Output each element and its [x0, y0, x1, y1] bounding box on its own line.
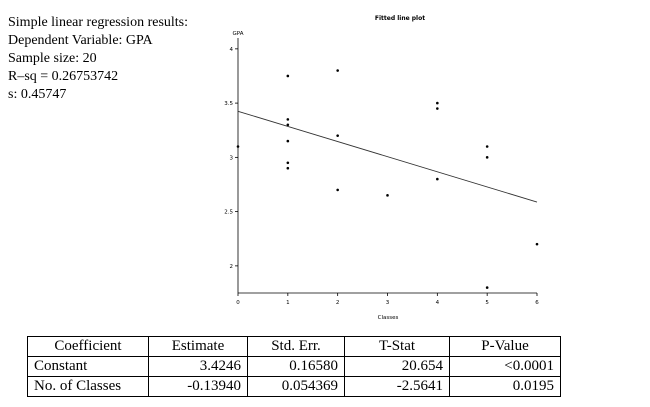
x-tick-label: 1 [286, 300, 290, 306]
summary-dependent-variable: Dependent Variable: GPA [8, 33, 153, 48]
summary-r-squared: R–sq = 0.26753742 [8, 69, 119, 84]
chart-title: Fitted line plot [375, 15, 425, 22]
cell-t-stat: -2.5641 [344, 376, 450, 397]
data-point [485, 156, 489, 159]
y-tick-label: 4 [230, 47, 234, 53]
cell-std-err: 0.054369 [247, 376, 345, 397]
table-header-row: Coefficient Estimate Std. Err. T-Stat P-… [27, 336, 561, 357]
data-point [286, 166, 290, 170]
x-tick-label: 5 [485, 300, 489, 306]
header-t-stat: T-Stat [344, 336, 450, 357]
summary-title: Simple linear regression results: [8, 15, 189, 30]
data-point [386, 194, 389, 197]
header-coefficient: Coefficient [27, 336, 149, 357]
header-std-err: Std. Err. [247, 336, 345, 357]
header-estimate: Estimate [148, 336, 248, 357]
data-point [286, 161, 290, 165]
data-point [236, 145, 240, 148]
data-point [286, 74, 290, 78]
data-point [336, 69, 339, 72]
data-point [286, 118, 290, 121]
table-row: Constant 3.4246 0.16580 20.654 <0.0001 [27, 356, 561, 377]
regression-summary: Simple linear regression results: Depend… [8, 14, 188, 104]
row-label: Constant [27, 356, 149, 377]
row-label: No. of Classes [27, 376, 149, 397]
summary-s: s: 0.45747 [8, 87, 67, 102]
coefficient-table: Coefficient Estimate Std. Err. T-Stat P-… [27, 336, 561, 397]
cell-p-value: <0.0001 [449, 356, 561, 377]
cell-estimate: 3.4246 [148, 356, 248, 377]
data-point [535, 242, 539, 246]
data-point [336, 134, 339, 137]
data-point [336, 188, 339, 192]
data-point [436, 177, 439, 181]
data-points [236, 69, 539, 289]
cell-t-stat: 20.654 [344, 356, 450, 377]
data-point [485, 145, 489, 148]
x-tick-label: 4 [436, 300, 440, 306]
data-point [436, 101, 439, 105]
y-tick-label: 3 [230, 155, 234, 161]
data-point [485, 286, 489, 289]
cell-p-value: 0.0195 [449, 376, 561, 397]
header-p-value: P-Value [449, 336, 561, 357]
cell-estimate: -0.13940 [148, 376, 248, 397]
cell-std-err: 0.16580 [247, 356, 345, 377]
data-point [286, 123, 290, 127]
table-row: No. of Classes -0.13940 0.054369 -2.5641… [27, 376, 561, 397]
y-tick-label: 2.5 [224, 210, 233, 216]
x-tick-label: 3 [386, 300, 390, 306]
y-tick-label: 3.5 [224, 101, 233, 107]
chart-axes: 0 1 2 3 4 5 6 4 3.5 3 2.5 2 [224, 38, 539, 306]
x-tick-label: 0 [236, 300, 240, 306]
fitted-line-group [237, 110, 538, 203]
x-tick-label: 2 [336, 300, 340, 306]
fitted-regression-line [237, 110, 538, 203]
data-point [286, 139, 290, 143]
fitted-line-plot: Fitted line plot GPA Classes 0 1 2 3 4 5 6 4 3.5… [224, 15, 539, 321]
summary-sample-size: Sample size: 20 [8, 51, 97, 66]
y-tick-label: 2 [230, 264, 234, 270]
x-tick-label: 6 [535, 300, 539, 306]
data-point [436, 107, 439, 110]
y-axis-label: GPA [233, 31, 244, 37]
x-axis-label: Classes [378, 315, 399, 321]
